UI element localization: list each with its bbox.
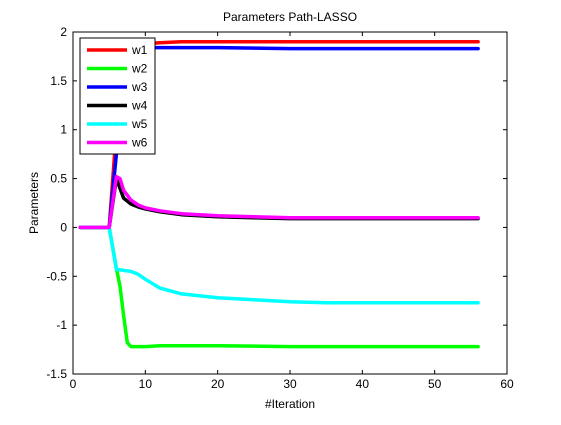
series-line-w6 (78, 174, 480, 230)
x-axis-label: #Iteration (265, 397, 315, 411)
y-tick-label: 0.5 (50, 172, 67, 186)
y-tick-label: 2 (60, 25, 67, 39)
legend-label-w1: w1 (131, 43, 148, 57)
y-axis-label: Parameters (27, 172, 41, 234)
series-line-w2 (78, 225, 480, 349)
legend: w1 w2 w3 w4 w5 w6 (79, 37, 156, 155)
y-tick-label: 0 (60, 220, 67, 234)
tick-layer: 0 10 20 30 40 50 60 -1.5 -1 -0.5 0 0.5 1 1.5 2 (46, 25, 514, 391)
x-tick-label: 0 (70, 377, 77, 391)
x-tick-label: 30 (283, 377, 297, 391)
legend-label-w6: w6 (131, 136, 148, 150)
x-tick-label: 20 (211, 377, 225, 391)
legend-label-w5: w5 (131, 117, 148, 131)
y-tick-label: -1.5 (46, 367, 67, 381)
y-tick-label: -0.5 (46, 269, 67, 283)
chart-title: Parameters Path-LASSO (223, 10, 357, 24)
legend-label-w3: w3 (131, 80, 148, 94)
x-tick-label: 60 (500, 377, 514, 391)
x-tick-label: 50 (428, 377, 442, 391)
y-tick-label: 1.5 (50, 74, 67, 88)
x-tick-label: 40 (356, 377, 370, 391)
y-tick-label: -1 (56, 318, 67, 332)
x-tick-label: 10 (139, 377, 153, 391)
y-tick-label: 1 (60, 123, 67, 137)
legend-label-w2: w2 (131, 62, 148, 76)
legend-box (79, 37, 156, 155)
series-line-w5 (78, 225, 480, 305)
legend-label-w4: w4 (131, 99, 148, 113)
